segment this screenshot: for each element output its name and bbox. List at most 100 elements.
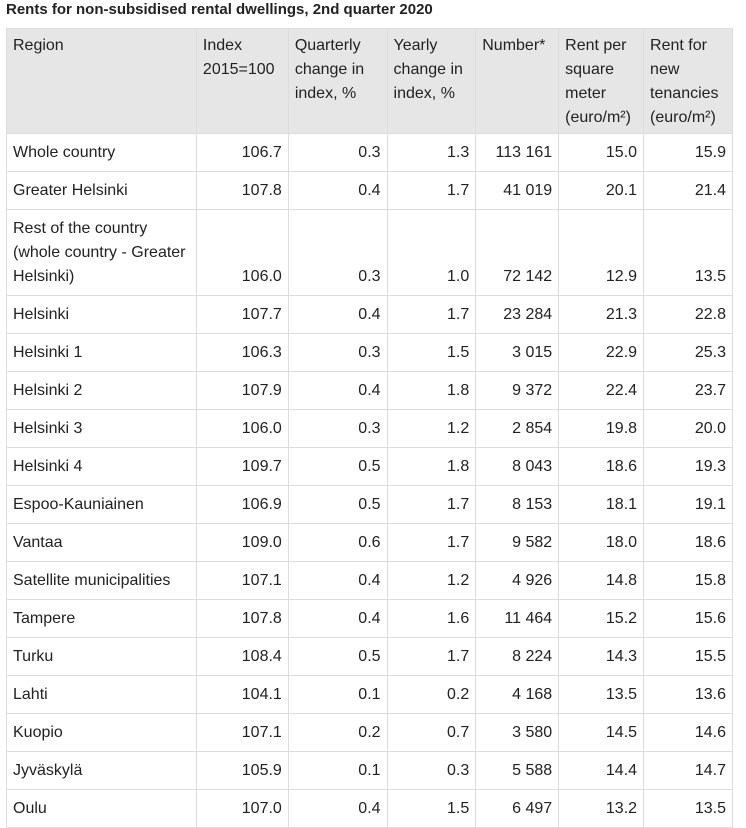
region-cell: Espoo-Kauniainen xyxy=(6,485,197,524)
region-cell: Helsinki 3 xyxy=(6,409,197,448)
value-cell: 0.4 xyxy=(287,561,388,600)
value-cell: 0.4 xyxy=(287,171,388,210)
value-cell: 108.4 xyxy=(195,637,289,676)
value-cell: 14.3 xyxy=(558,637,645,676)
value-cell: 14.5 xyxy=(558,713,645,752)
value-cell: 0.6 xyxy=(287,523,388,562)
value-cell: 19.1 xyxy=(643,485,733,524)
value-cell: 105.9 xyxy=(195,751,289,790)
value-cell: 15.5 xyxy=(643,637,733,676)
region-cell: Tampere xyxy=(6,599,197,638)
region-cell: Rest of the country (whole country - Gre… xyxy=(6,209,197,296)
table-row: Turku 108.4 0.5 1.7 8 224 14.3 15.5 xyxy=(6,637,733,676)
value-cell: 15.0 xyxy=(558,133,645,172)
value-cell: 1.7 xyxy=(386,295,477,334)
value-cell: 15.9 xyxy=(643,133,733,172)
value-cell: 22.9 xyxy=(558,333,645,372)
value-cell: 0.3 xyxy=(386,751,477,790)
value-cell: 18.6 xyxy=(558,447,645,486)
value-cell: 20.1 xyxy=(558,171,645,210)
value-cell: 15.6 xyxy=(643,599,733,638)
table-title: Rents for non-subsidised rental dwelling… xyxy=(6,1,433,18)
value-cell: 22.8 xyxy=(643,295,733,334)
table-row: Satellite municipalities 107.1 0.4 1.2 4 926… xyxy=(6,561,733,600)
value-cell: 13.5 xyxy=(558,675,645,714)
table-row: Rest of the country (whole country - Gre… xyxy=(6,209,733,296)
value-cell: 0.1 xyxy=(287,675,388,714)
region-cell: Helsinki 1 xyxy=(6,333,197,372)
value-cell: 25.3 xyxy=(643,333,733,372)
value-cell: 109.0 xyxy=(195,523,289,562)
value-cell: 0.3 xyxy=(287,409,388,448)
table-row: Whole country 106.7 0.3 1.3 113 161 15.0 15.9 xyxy=(6,133,733,172)
value-cell: 2 854 xyxy=(475,409,560,448)
table-row: Helsinki 2 107.9 0.4 1.8 9 372 22.4 23.7 xyxy=(6,371,733,410)
value-cell: 1.6 xyxy=(386,599,477,638)
table-row: Tampere 107.8 0.4 1.6 11 464 15.2 15.6 xyxy=(6,599,733,638)
table-row: Vantaa 109.0 0.6 1.7 9 582 18.0 18.6 xyxy=(6,523,733,562)
value-cell: 1.3 xyxy=(386,133,477,172)
region-cell: Satellite municipalities xyxy=(6,561,197,600)
value-cell: 107.1 xyxy=(195,561,289,600)
value-cell: 104.1 xyxy=(195,675,289,714)
region-cell: Helsinki 4 xyxy=(6,447,197,486)
region-cell: Helsinki 2 xyxy=(6,371,197,410)
value-cell: 3 580 xyxy=(475,713,560,752)
value-cell: 8 153 xyxy=(475,485,560,524)
value-cell: 1.7 xyxy=(386,171,477,210)
region-cell: Helsinki xyxy=(6,295,197,334)
value-cell: 0.5 xyxy=(287,485,388,524)
value-cell: 107.9 xyxy=(195,371,289,410)
value-cell: 12.9 xyxy=(558,209,645,296)
column-header: Yearly change in index, % xyxy=(386,28,477,134)
value-cell: 18.0 xyxy=(558,523,645,562)
column-header: Index 2015=100 xyxy=(195,28,289,134)
value-cell: 14.8 xyxy=(558,561,645,600)
value-cell: 0.2 xyxy=(287,713,388,752)
value-cell: 41 019 xyxy=(475,171,560,210)
value-cell: 0.3 xyxy=(287,333,388,372)
value-cell: 1.8 xyxy=(386,447,477,486)
value-cell: 15.2 xyxy=(558,599,645,638)
value-cell: 9 582 xyxy=(475,523,560,562)
table-row: Greater Helsinki 107.8 0.4 1.7 41 019 20.1 21.… xyxy=(6,171,733,210)
region-cell: Turku xyxy=(6,637,197,676)
value-cell: 0.5 xyxy=(287,447,388,486)
column-header: Number* xyxy=(475,28,560,134)
value-cell: 107.1 xyxy=(195,713,289,752)
value-cell: 4 168 xyxy=(475,675,560,714)
value-cell: 72 142 xyxy=(475,209,560,296)
value-cell: 1.2 xyxy=(386,409,477,448)
value-cell: 107.8 xyxy=(195,171,289,210)
value-cell: 106.0 xyxy=(195,409,289,448)
value-cell: 0.4 xyxy=(287,371,388,410)
region-cell: Jyväskylä xyxy=(6,751,197,790)
value-cell: 106.7 xyxy=(195,133,289,172)
value-cell: 13.6 xyxy=(643,675,733,714)
value-cell: 9 372 xyxy=(475,371,560,410)
value-cell: 3 015 xyxy=(475,333,560,372)
region-cell: Kuopio xyxy=(6,713,197,752)
value-cell: 107.8 xyxy=(195,599,289,638)
value-cell: 8 224 xyxy=(475,637,560,676)
value-cell: 4 926 xyxy=(475,561,560,600)
value-cell: 5 588 xyxy=(475,751,560,790)
column-header: Quarterly change in index, % xyxy=(287,28,388,134)
value-cell: 21.4 xyxy=(643,171,733,210)
table-row: Helsinki 1 106.3 0.3 1.5 3 015 22.9 25.3 xyxy=(6,333,733,372)
table-row: Helsinki 107.7 0.4 1.7 23 284 21.3 22.8 xyxy=(6,295,733,334)
value-cell: 1.0 xyxy=(386,209,477,296)
value-cell: 113 161 xyxy=(475,133,560,172)
value-cell: 19.8 xyxy=(558,409,645,448)
table-row: Espoo-Kauniainen 106.9 0.5 1.7 8 153 18.1 19.1 xyxy=(6,485,733,524)
value-cell: 107.7 xyxy=(195,295,289,334)
value-cell: 1.7 xyxy=(386,637,477,676)
value-cell: 0.3 xyxy=(287,133,388,172)
value-cell: 8 043 xyxy=(475,447,560,486)
value-cell: 21.3 xyxy=(558,295,645,334)
value-cell: 1.7 xyxy=(386,523,477,562)
header-row: Region Index 2015=100 Quarterly change in … xyxy=(6,28,733,134)
table-row: Jyväskylä 105.9 0.1 0.3 5 588 14.4 14.7 xyxy=(6,751,733,790)
value-cell: 0.3 xyxy=(287,209,388,296)
value-cell: 23.7 xyxy=(643,371,733,410)
